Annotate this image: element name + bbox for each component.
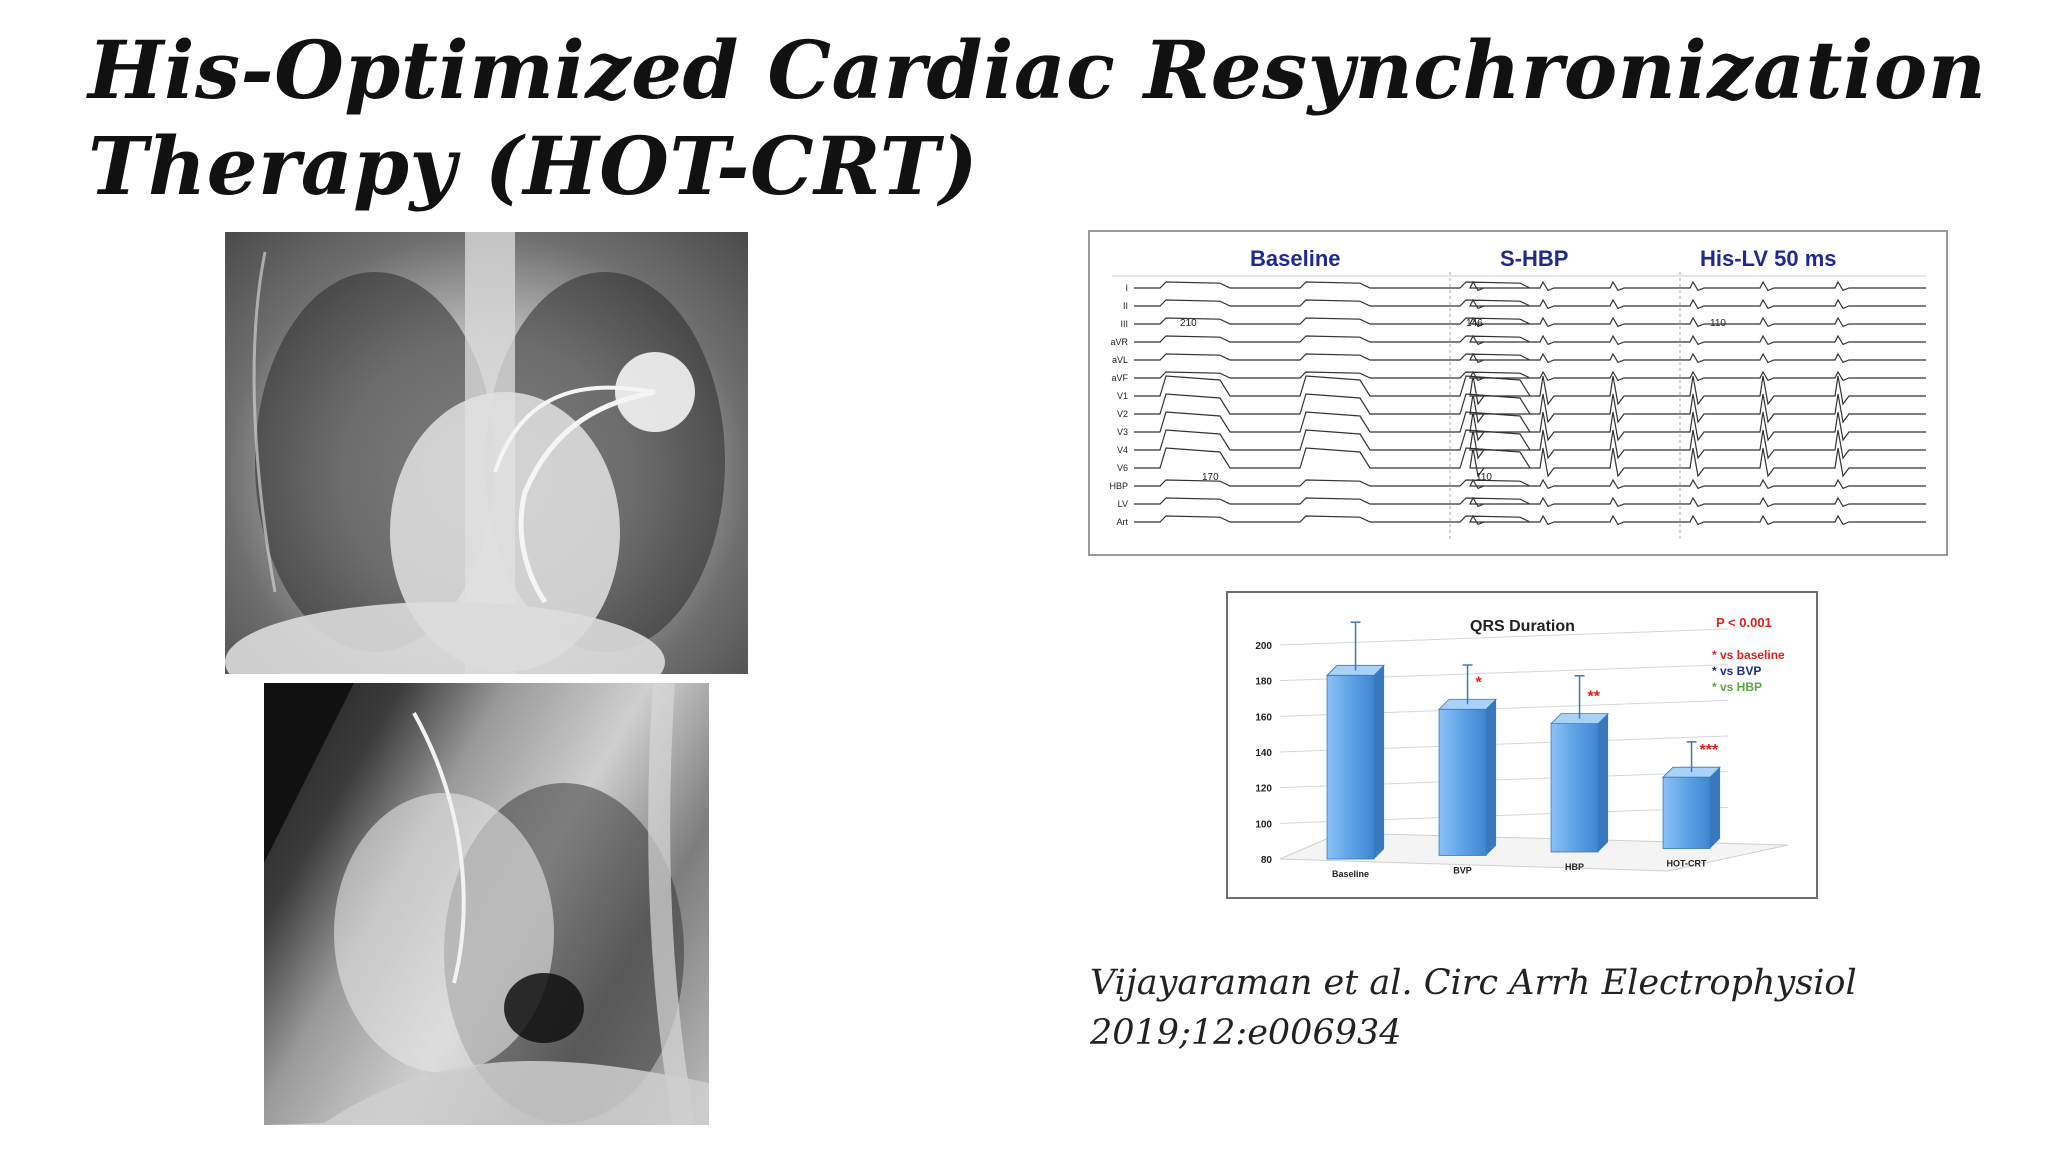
ecg-interval-label: 210	[1180, 318, 1197, 329]
ecg-interval-label: 110	[1476, 472, 1492, 483]
chart-ytick-label: 80	[1261, 855, 1273, 866]
chart-floor	[1279, 832, 1789, 872]
slide-title: His-Optimized Cardiac Resynchronization …	[88, 23, 1987, 213]
chart-bar	[1438, 708, 1487, 856]
ecg-lead-label: V3	[1117, 427, 1128, 437]
citation: Vijayaraman et al. Circ Arrh Electrophys…	[1090, 958, 1990, 1058]
chart-ytick-label: 140	[1255, 748, 1272, 759]
ecg-lead-label: HBP	[1109, 481, 1128, 491]
chart-gridline	[1279, 628, 1729, 646]
ecg-trace	[1134, 352, 1926, 364]
chart-bar-side	[1598, 713, 1609, 852]
chart-title: QRS Duration	[1470, 618, 1575, 635]
ecg-lead-label: LV	[1118, 499, 1128, 509]
chart-bar	[1550, 723, 1599, 853]
ecg-lead-label: aVL	[1112, 355, 1128, 365]
ecg-trace	[1134, 370, 1926, 382]
chart-ytick-label: 180	[1255, 677, 1272, 688]
ecg-lead-label: V4	[1117, 445, 1128, 455]
citation-line: 2019;12:e006934	[1090, 1013, 1402, 1053]
ecg-section-label: Baseline	[1250, 246, 1341, 271]
ecg-lead-label: Art	[1116, 517, 1128, 527]
chart-bar	[1662, 776, 1711, 849]
chest-xray-lateral-image	[264, 683, 709, 1125]
chart-category-label: Baseline	[1332, 869, 1369, 879]
chart-ytick-label: 100	[1255, 819, 1272, 830]
ecg-trace	[1134, 334, 1926, 346]
ecg-lead-label: aVF	[1111, 373, 1128, 383]
ecg-trace	[1134, 298, 1926, 310]
ecg-lead-label: V6	[1117, 463, 1128, 473]
ecg-trace	[1134, 447, 1926, 478]
ecg-trace	[1134, 280, 1926, 292]
citation-line: Vijayaraman et al. Circ Arrh Electrophys…	[1090, 963, 1857, 1003]
qrs-duration-chart: QRS Duration P < 0.001 * vs baseline * v…	[1226, 591, 1818, 899]
ecg-trace	[1134, 429, 1926, 460]
chart-legend-item: * vs BVP	[1712, 664, 1761, 678]
chart-category-label: HOT-CRT	[1667, 859, 1707, 869]
chart-p-value: P < 0.001	[1716, 615, 1772, 630]
chart-legend-item: * vs baseline	[1712, 648, 1785, 662]
chest-xray-frontal-image	[225, 232, 748, 674]
ecg-trace	[1134, 411, 1926, 442]
chart-significance-mark: ***	[1700, 742, 1719, 759]
chart-category-label: BVP	[1453, 866, 1472, 876]
ecg-lead-label: aVR	[1110, 337, 1128, 347]
ecg-section-label: His-LV 50 ms	[1700, 246, 1837, 271]
chart-ytick-label: 160	[1255, 712, 1272, 723]
chart-ytick-label: 120	[1255, 784, 1272, 795]
chart-significance-mark: **	[1588, 689, 1601, 706]
ecg-lead-label: V1	[1117, 391, 1128, 401]
ecg-trace	[1134, 478, 1926, 490]
chart-bar	[1326, 674, 1375, 860]
chart-ytick-label: 200	[1255, 641, 1272, 652]
ecg-tracings-panel: Baseline S-HBP His-LV 50 ms I II III aVR aVL…	[1088, 230, 1948, 556]
ecg-trace	[1134, 496, 1926, 508]
ecg-trace	[1134, 375, 1926, 406]
chart-bar-side	[1710, 767, 1721, 849]
chart-significance-mark: *	[1476, 674, 1483, 691]
chart-legend-item: * vs HBP	[1712, 680, 1762, 694]
chart-bar-side	[1486, 699, 1497, 856]
chart-bar-side	[1374, 665, 1385, 859]
ecg-trace	[1134, 393, 1926, 424]
ecg-lead-label: III	[1120, 319, 1128, 329]
chart-category-label: HBP	[1565, 862, 1584, 872]
ecg-interval-label: 110	[1710, 318, 1726, 329]
ecg-interval-label: 170	[1202, 472, 1219, 483]
ecg-section-label: S-HBP	[1500, 246, 1568, 271]
ecg-trace	[1134, 316, 1926, 328]
ecg-lead-label: V2	[1117, 409, 1128, 419]
ecg-trace	[1134, 514, 1926, 526]
ecg-interval-label: 146	[1466, 318, 1483, 329]
ecg-lead-label: I	[1125, 283, 1128, 293]
ecg-lead-label: II	[1123, 301, 1128, 311]
